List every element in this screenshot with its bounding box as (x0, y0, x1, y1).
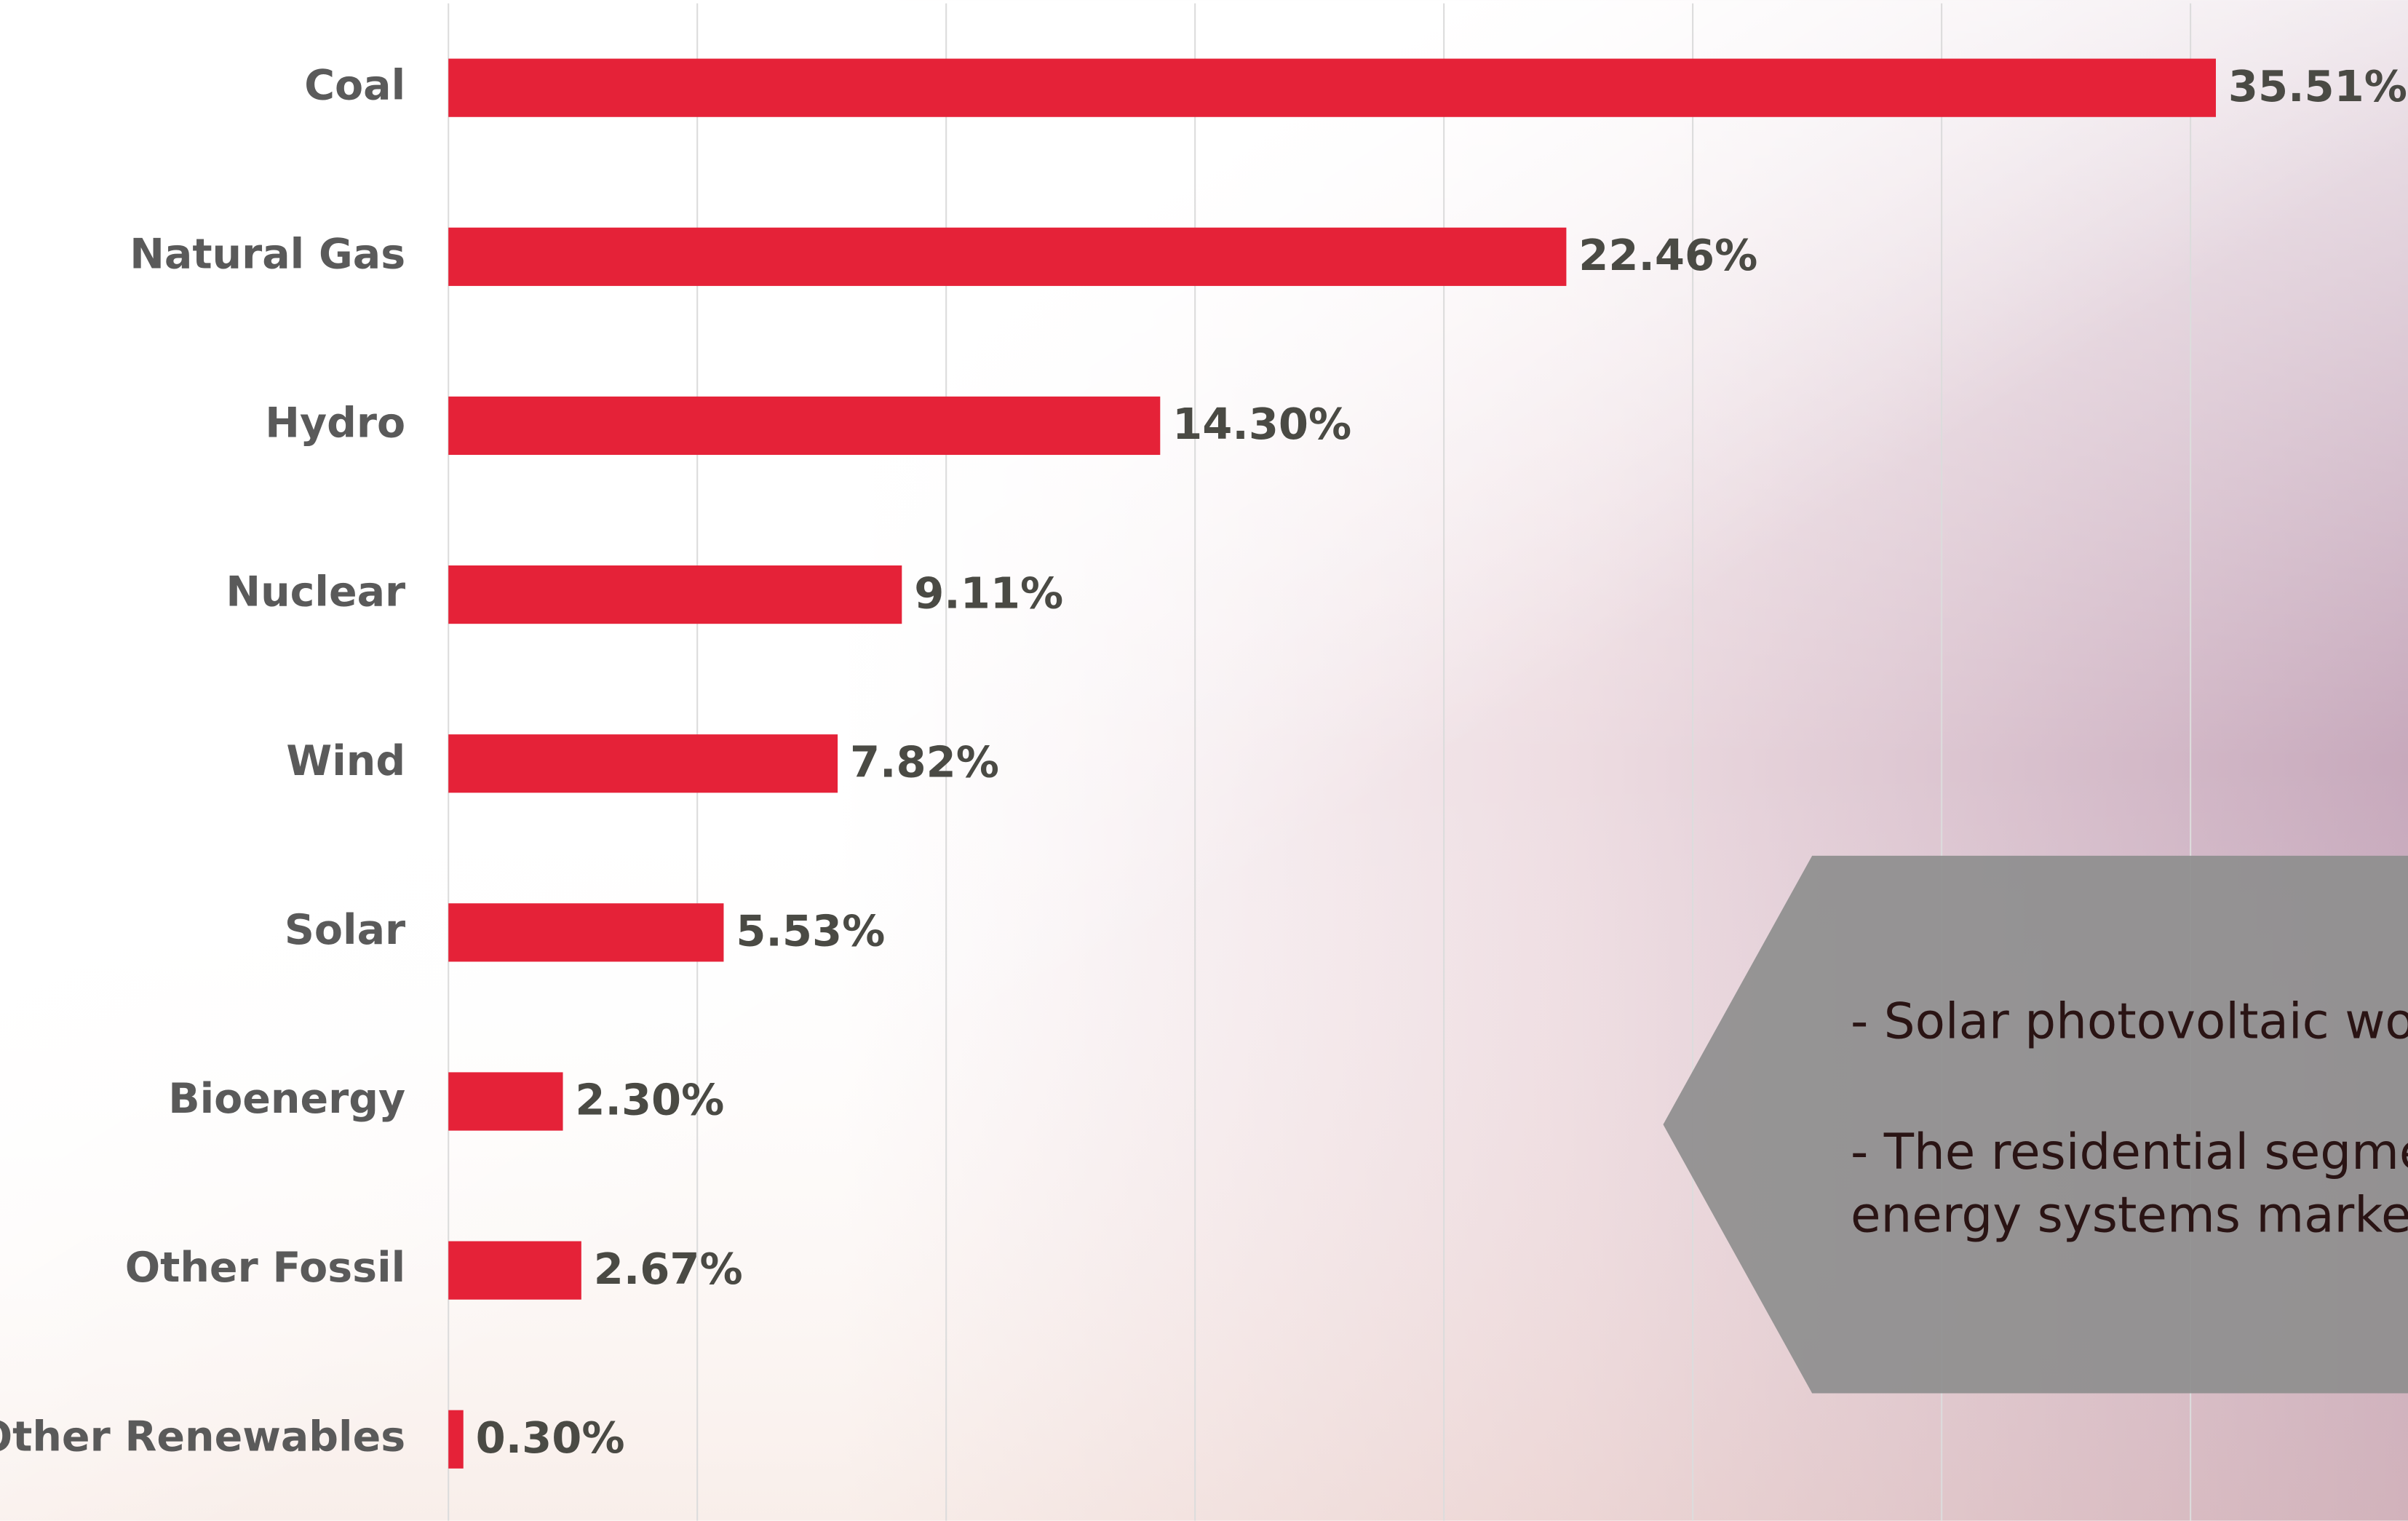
callout-text: - The residential segme (1851, 1123, 2408, 1180)
y-tick-label: Bioenergy (168, 1075, 405, 1123)
bar (448, 1072, 563, 1130)
chart: Coal 35.51% Natural Gas 22.46% Hydro 14.30% Nu… (0, 0, 2408, 1521)
bar (448, 1242, 581, 1300)
y-tick-label: Solar (285, 906, 405, 954)
value-label: 5.53% (736, 906, 885, 956)
bar (448, 734, 838, 793)
bar (448, 59, 2216, 117)
y-tick-label: Nuclear (226, 568, 405, 616)
value-label: 0.30% (476, 1413, 625, 1463)
value-label: 7.82% (850, 736, 999, 787)
page: Coal 35.51% Natural Gas 22.46% Hydro 14.30% Nu… (0, 0, 2408, 1521)
y-tick-label: Hydro (265, 400, 405, 448)
y-tick-label: Natural Gas (130, 230, 405, 278)
y-tick-label: Other Renewables (0, 1413, 405, 1461)
value-label: 22.46% (1578, 230, 1757, 280)
bar (448, 228, 1566, 286)
bar (448, 903, 723, 961)
y-tick-label: Coal (304, 61, 405, 109)
value-label: 2.67% (594, 1244, 743, 1294)
bar (448, 397, 1160, 455)
callout-text: energy systems marke (1851, 1186, 2408, 1243)
bar (448, 565, 902, 624)
value-label: 2.30% (575, 1075, 724, 1125)
value-label: 14.30% (1172, 399, 1351, 449)
y-tick-label: Other Fossil (125, 1244, 405, 1292)
bar (448, 1410, 464, 1469)
value-label: 9.11% (914, 568, 1063, 618)
callout-text: - Solar photovoltaic wo (1851, 993, 2408, 1050)
value-label: 35.51% (2228, 61, 2407, 111)
y-tick-label: Wind (286, 737, 405, 785)
